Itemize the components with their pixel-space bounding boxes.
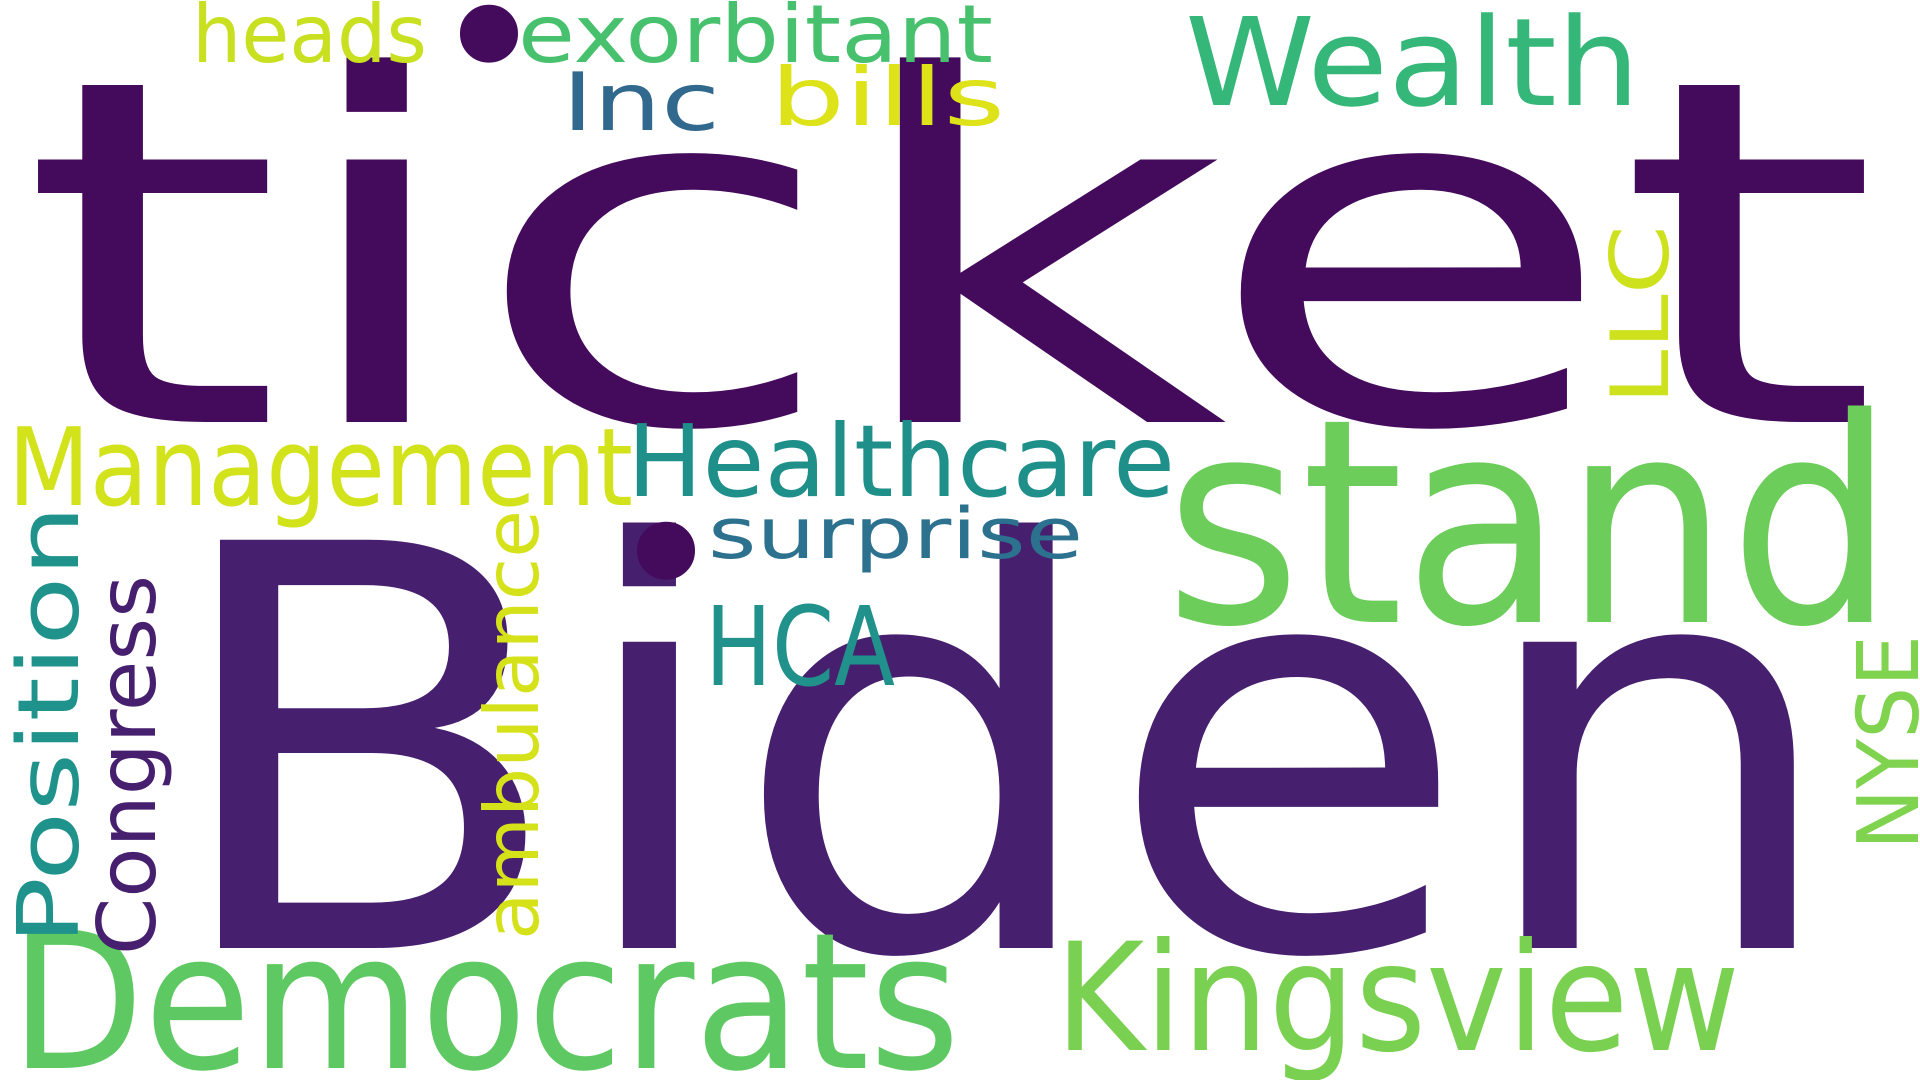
- word-inc: Inc: [562, 56, 720, 149]
- word-congress: Congress: [81, 575, 174, 955]
- word-management: Management: [8, 406, 633, 531]
- word-surprise: surprise: [708, 493, 1083, 575]
- word-dot-top: •: [430, 0, 548, 156]
- word-position: Position: [0, 505, 99, 945]
- word-heads: heads: [192, 0, 427, 81]
- word-democrats: Democrats: [10, 892, 960, 1080]
- word-healthcare: Healthcare: [627, 403, 1175, 520]
- word-bills: bills: [770, 51, 1005, 144]
- word-kingsview: Kingsview: [1055, 912, 1740, 1080]
- word-ambulance: ambulance: [468, 510, 556, 940]
- word-nyse: NYSE: [1840, 635, 1920, 850]
- word-wealth: Wealth: [1185, 0, 1640, 134]
- word-stand: stand: [1165, 358, 1895, 690]
- word-llc: LLC: [1594, 225, 1687, 405]
- word-dot-mid: •: [607, 440, 725, 673]
- word-hca: HCA: [705, 583, 895, 711]
- word-exorbitant: exorbitant: [518, 0, 993, 81]
- word-ticket: ticket: [20, 0, 1880, 536]
- word-biden: Biden: [162, 429, 1844, 1080]
